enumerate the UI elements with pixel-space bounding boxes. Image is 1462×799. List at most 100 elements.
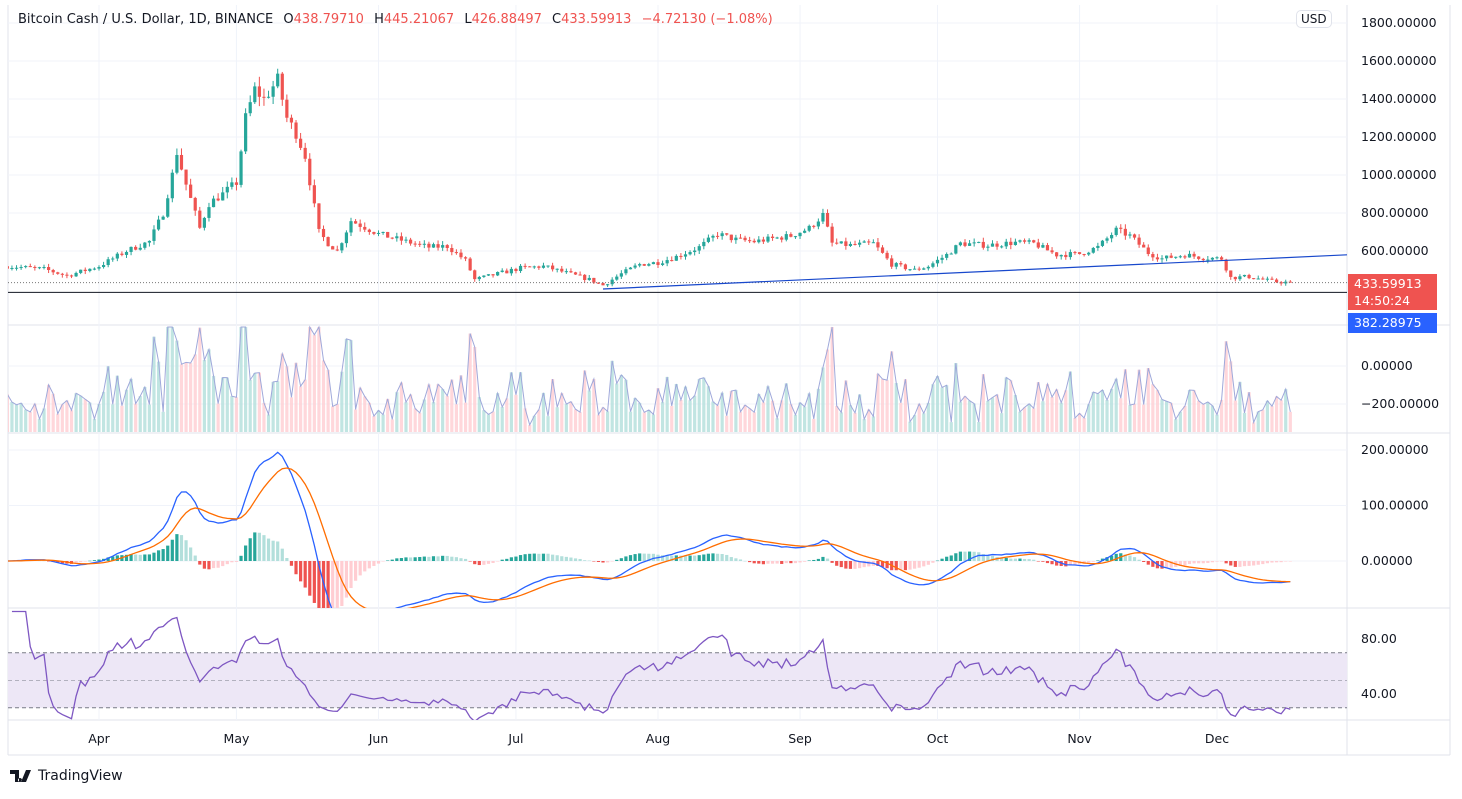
candle bbox=[129, 246, 133, 256]
candle-body bbox=[651, 262, 656, 265]
candle-body bbox=[812, 225, 816, 227]
candle bbox=[660, 260, 665, 267]
volume-bar bbox=[363, 396, 367, 432]
volume-bar bbox=[871, 416, 875, 432]
volume-bar bbox=[170, 327, 174, 432]
candle bbox=[514, 267, 518, 274]
candle-body bbox=[276, 73, 280, 87]
tradingview-logo[interactable]: TradingView bbox=[10, 768, 123, 784]
macd-histogram-bar bbox=[422, 556, 426, 561]
volume-bar bbox=[1224, 341, 1228, 432]
macd-histogram-bar bbox=[1229, 561, 1233, 566]
candle-body bbox=[972, 242, 976, 244]
candle bbox=[954, 244, 958, 255]
candle-body bbox=[253, 86, 257, 103]
macd-histogram-bar bbox=[1105, 557, 1109, 561]
horizontal-line-price-tag: 382.28975 bbox=[1348, 313, 1437, 333]
candle-body bbox=[945, 253, 949, 258]
volume-bar bbox=[766, 386, 770, 432]
candle-body bbox=[312, 185, 316, 204]
candle bbox=[1004, 238, 1008, 249]
candle bbox=[1247, 273, 1251, 280]
macd-histogram-bar bbox=[1210, 561, 1215, 563]
macd-histogram-bar bbox=[331, 561, 335, 608]
candle bbox=[28, 263, 32, 268]
candle-body bbox=[619, 273, 623, 277]
volume-bar bbox=[202, 359, 206, 432]
candle bbox=[450, 244, 454, 256]
candle-body bbox=[216, 198, 220, 201]
candle bbox=[830, 223, 834, 247]
candle bbox=[1123, 224, 1127, 240]
macd-histogram-bar bbox=[115, 555, 119, 561]
macd-histogram-bar bbox=[821, 556, 825, 561]
candle-body bbox=[761, 239, 765, 242]
candle-body bbox=[454, 252, 458, 254]
candle-body bbox=[1183, 256, 1187, 258]
candle-body bbox=[1219, 257, 1224, 260]
candle-body bbox=[931, 263, 935, 267]
candle-body bbox=[24, 266, 28, 268]
candle bbox=[674, 254, 678, 261]
macd-histogram-bar bbox=[486, 561, 491, 564]
candle bbox=[413, 241, 417, 247]
volume-bar bbox=[1032, 408, 1036, 432]
volume-bar bbox=[642, 412, 646, 432]
macd-histogram-bar bbox=[386, 560, 390, 561]
candle-body bbox=[445, 245, 449, 248]
currency-button[interactable]: USD bbox=[1296, 10, 1332, 28]
candle-body bbox=[285, 99, 289, 118]
candle bbox=[670, 256, 674, 262]
volume-bar bbox=[569, 401, 573, 432]
volume-bar bbox=[816, 388, 820, 432]
candle bbox=[922, 267, 926, 270]
macd-histogram-bar bbox=[912, 561, 917, 569]
change-value: −4.72130 (−1.08%) bbox=[641, 12, 773, 27]
candle-body bbox=[399, 236, 404, 241]
macd-histogram-bar bbox=[1256, 561, 1260, 565]
candle-body bbox=[624, 269, 628, 274]
candle bbox=[156, 215, 161, 231]
candle bbox=[853, 240, 857, 246]
macd-histogram-bar bbox=[1022, 558, 1027, 561]
macd-histogram-bar bbox=[294, 561, 298, 575]
volume-bar bbox=[1064, 390, 1068, 432]
candle-body bbox=[51, 270, 55, 273]
candle bbox=[248, 95, 252, 117]
volume-bar bbox=[253, 373, 257, 432]
candle-body bbox=[8, 266, 9, 269]
macd-histogram-bar bbox=[825, 558, 830, 561]
macd-histogram-bar bbox=[752, 561, 756, 564]
macd-histogram-bar bbox=[858, 561, 862, 569]
candle-body bbox=[775, 237, 779, 239]
candle bbox=[958, 241, 963, 247]
candle-body bbox=[1284, 281, 1288, 284]
candle-body bbox=[702, 241, 706, 247]
candle-body bbox=[418, 243, 422, 245]
candle bbox=[1215, 256, 1219, 260]
volume-bar bbox=[404, 402, 408, 432]
candle-body bbox=[161, 216, 165, 220]
candle bbox=[216, 193, 220, 202]
candle bbox=[271, 80, 275, 105]
macd-histogram-bar bbox=[532, 553, 536, 561]
candle bbox=[940, 254, 944, 264]
candle-body bbox=[862, 241, 866, 243]
macd-histogram-bar bbox=[592, 561, 596, 562]
volume-bar bbox=[1178, 411, 1182, 432]
candle bbox=[967, 240, 972, 246]
macd-histogram-bar bbox=[963, 551, 967, 561]
candle-body bbox=[871, 242, 875, 244]
macd-histogram-bar bbox=[1146, 561, 1150, 565]
candle bbox=[569, 268, 573, 273]
macd-histogram-bar bbox=[56, 561, 60, 563]
bar-countdown: 14:50:24 bbox=[1354, 293, 1411, 308]
candle-body bbox=[1197, 256, 1201, 259]
candle bbox=[106, 256, 110, 268]
candle bbox=[321, 225, 326, 242]
candle-body bbox=[986, 246, 990, 248]
candle bbox=[1073, 250, 1077, 255]
candle-body bbox=[706, 237, 711, 242]
volume-bar bbox=[514, 394, 518, 432]
